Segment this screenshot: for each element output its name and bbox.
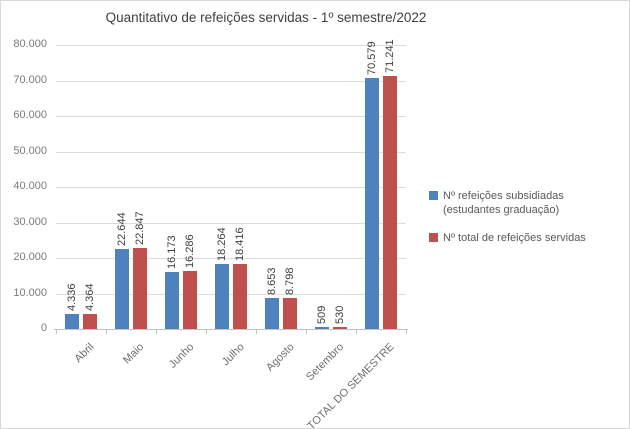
y-axis-tick-label: 70.000 [13, 73, 47, 86]
bar-value-label: 16.173 [166, 234, 178, 269]
bar-value-label: 70.579 [366, 41, 378, 76]
bar-total [333, 327, 347, 329]
bar-subsidized [265, 298, 279, 329]
x-axis-tick-label: Agosto [263, 341, 297, 374]
axis-tick [406, 329, 407, 334]
chart-title: Quantitativo de refeições servidas - 1º … [105, 10, 427, 25]
gridline [56, 293, 406, 295]
axis-tick [56, 329, 57, 334]
bar-total [83, 313, 97, 329]
bar-subsidized [315, 327, 329, 329]
bar-total [383, 76, 397, 329]
legend: Nº refeições subsidiadas (estudantes gra… [429, 189, 625, 258]
legend-swatch-subsidized [429, 191, 438, 200]
gridline [56, 258, 406, 259]
bar-subsidized [165, 271, 179, 329]
bar-subsidized [65, 313, 79, 329]
legend-swatch-total [429, 232, 438, 242]
y-axis-tick-label: 40.000 [13, 180, 47, 192]
gridline [56, 116, 406, 117]
bar-value-label: 71.241 [384, 39, 396, 74]
bar-subsidized [215, 264, 229, 329]
legend-label-subsidized: Nº refeições subsidiadas (estudantes gra… [443, 190, 564, 217]
legend-label-total: Nº total de refeições servidas [443, 231, 586, 244]
bar-value-label: 4.364 [84, 282, 96, 311]
axis-tick [256, 329, 257, 334]
bar-value-label: 4.336 [66, 283, 78, 311]
x-axis-line [54, 329, 408, 330]
axis-tick [106, 329, 107, 334]
bar-total [283, 297, 297, 329]
bar-value-label: 509 [316, 305, 328, 325]
y-axis-tick-label: 60.000 [13, 109, 47, 121]
bar-total [183, 271, 197, 329]
bar-value-label: 22.847 [134, 211, 146, 245]
bar-value-label: 530 [334, 305, 346, 325]
gridline [56, 45, 406, 46]
gridline [56, 80, 406, 82]
axis-tick [206, 329, 207, 334]
y-axis-tick-label: 80.000 [13, 38, 47, 50]
bar-value-label: 8.798 [284, 267, 296, 295]
x-axis-tick-label: Julho [219, 341, 247, 369]
y-axis-tick-label: 30.000 [13, 215, 47, 228]
bar-value-label: 16.286 [184, 234, 196, 269]
bar-value-label: 22.644 [116, 211, 128, 246]
x-axis-tick-label: Setembro [304, 341, 347, 384]
axis-tick [356, 329, 357, 334]
gridline [56, 222, 406, 224]
gridline [56, 151, 406, 153]
x-axis-tick-label: Maio [121, 341, 147, 367]
bar-total [133, 247, 147, 329]
bar-subsidized [115, 248, 129, 329]
bar-value-label: 8.653 [266, 267, 278, 296]
plot-area: 4.336 4.364 22.644 22.847 16.173 16.286 18.264… [54, 39, 408, 334]
bar-value-label: 18.264 [216, 227, 228, 262]
bar-subsidized [365, 78, 379, 329]
x-axis-tick-label: TOTAL DO SEMESTRE [305, 341, 397, 429]
axis-tick [156, 329, 157, 334]
gridline [56, 187, 406, 188]
legend-item-subsidized: Nº refeições subsidiadas (estudantes gra… [429, 189, 625, 218]
y-axis-tick-label: 50.000 [13, 144, 47, 157]
bar-total [233, 263, 247, 329]
legend-item-total: Nº total de refeições servidas [429, 231, 625, 245]
y-axis-tick-label: 20.000 [13, 251, 47, 263]
x-axis-tick-label: Junho [166, 341, 197, 371]
y-axis-tick-label: 0 [40, 322, 47, 334]
bar-value-label: 18.416 [234, 226, 246, 261]
x-axis-tick-label: Abril [72, 341, 97, 366]
axis-tick [306, 329, 307, 334]
y-axis-tick-label: 10.000 [13, 286, 47, 299]
